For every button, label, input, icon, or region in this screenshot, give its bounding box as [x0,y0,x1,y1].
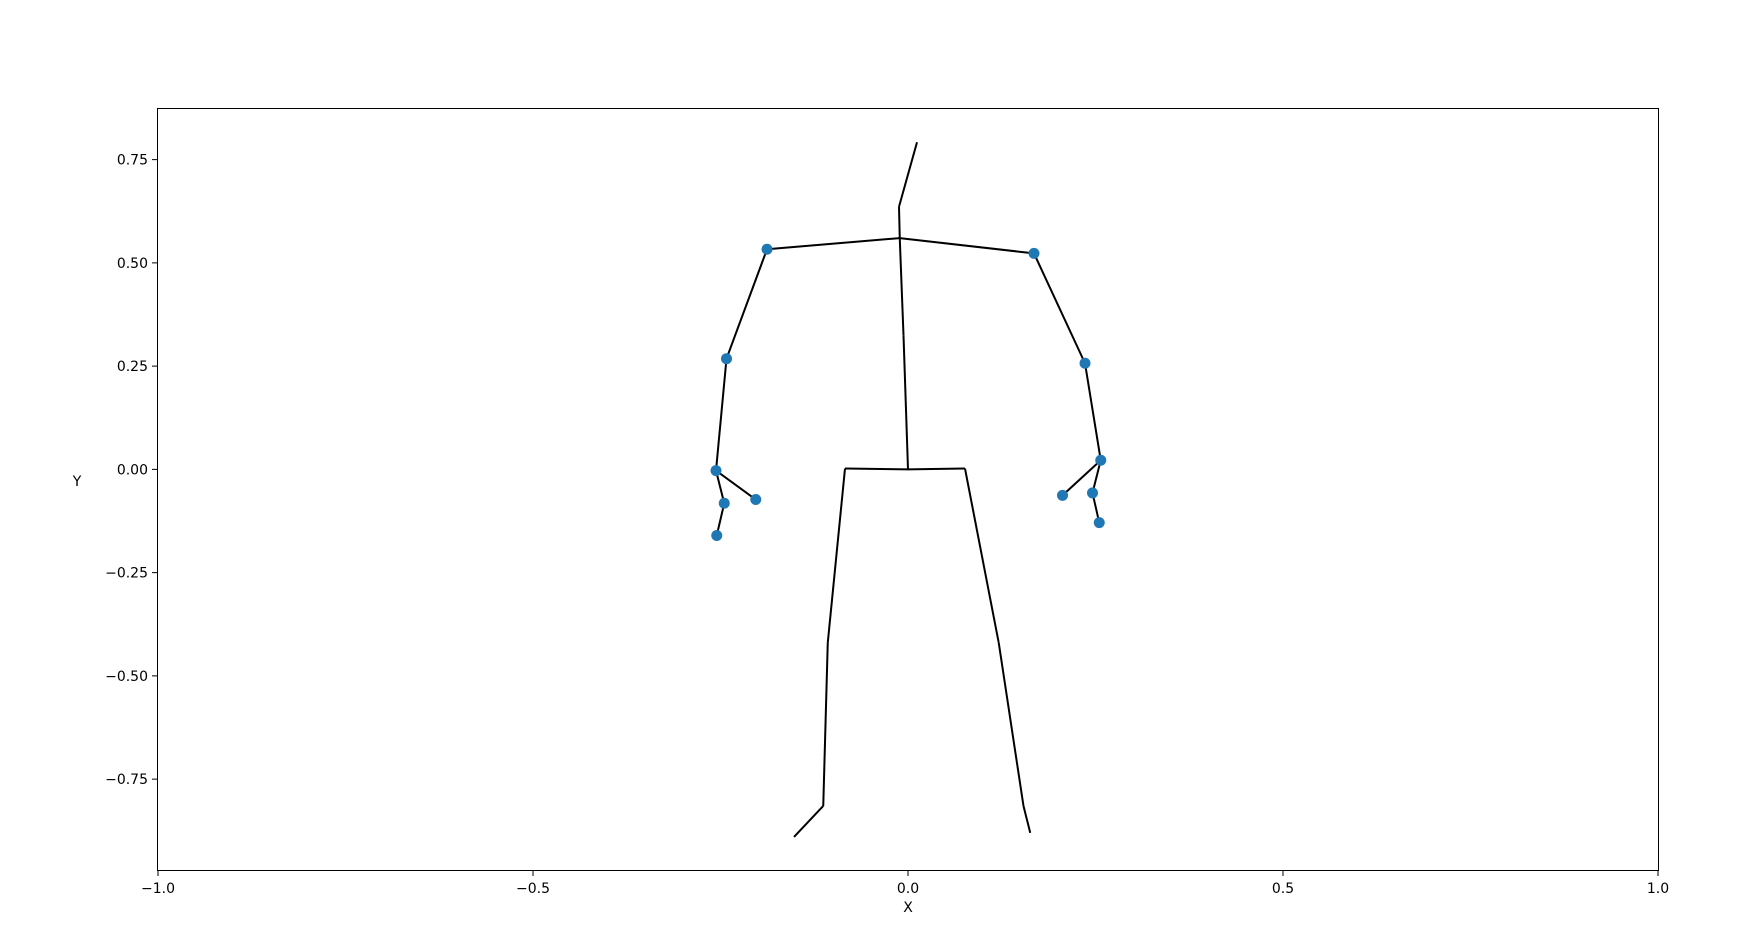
skeleton-segment [826,468,846,643]
skeleton-segment [964,468,1000,644]
joint-point [1028,247,1040,259]
skeleton-segment [766,237,900,251]
skeleton-segment [715,358,728,471]
skeleton-segment [1091,460,1102,494]
joint-point [1057,489,1068,501]
x-tick-label: −1.0 [141,881,175,897]
y-tick-label: −0.75 [105,772,148,788]
skeleton-segment [907,467,966,471]
skeleton-segment [844,467,909,471]
skeleton-segment [898,142,918,207]
skeleton-segment [902,335,909,470]
x-tick-label: −0.5 [516,881,550,897]
x-axis-label: X [903,900,913,916]
joint-point [750,494,762,506]
joint-point [721,353,732,365]
y-tick-label: 0.50 [117,256,148,272]
y-axis-ticks: 0.75 0.50 0.25 0.00 −0.25 −0.50 −0.75 [105,153,158,788]
joint-point [718,497,730,509]
skeleton-segment [715,469,757,501]
y-tick-label: 0.25 [117,359,148,375]
skeleton-marks [710,142,1107,838]
x-tick-label: 1.0 [1647,881,1669,897]
y-tick-label: −0.25 [105,566,148,582]
skeleton-segment [1022,805,1032,834]
skeleton-segment [715,503,726,536]
skeleton-segment [793,805,824,838]
skeleton-segment [1061,459,1102,497]
joint-point [1079,357,1091,369]
skeleton-segment [725,248,768,360]
skeleton-segment [898,238,905,336]
joint-point [1093,517,1105,529]
joint-point [761,243,773,255]
skeleton-segment [997,642,1025,807]
skeleton-segment [822,642,829,807]
x-tick-label: 0.0 [897,881,919,897]
y-tick-label: −0.50 [105,669,148,685]
joint-point [1095,454,1107,466]
skeleton-segment [715,470,726,504]
y-axis-label: Y [72,474,82,490]
x-tick-label: 0.5 [1272,881,1294,897]
joint-point [710,465,722,477]
x-axis-ticks: −1.0 −0.5 0.0 0.5 1.0 [141,870,1669,897]
skeleton-segment [898,206,901,239]
skeleton-segment [1033,252,1086,364]
joint-point [711,529,723,541]
skeleton-segment [1084,363,1102,461]
skeleton-segment [899,237,1035,255]
joint-point [1087,487,1098,499]
y-tick-label: 0.00 [117,462,148,478]
y-tick-label: 0.75 [117,153,148,169]
